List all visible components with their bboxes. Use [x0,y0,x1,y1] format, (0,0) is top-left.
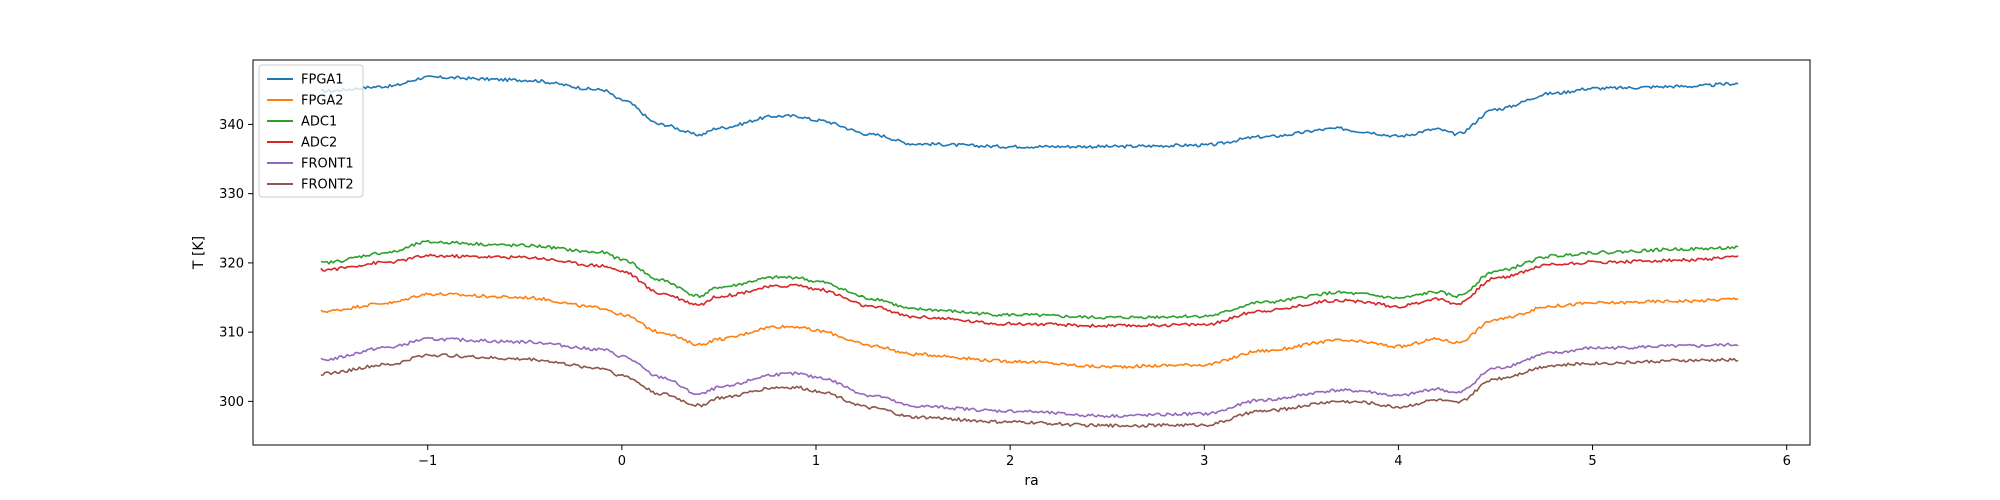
y-tick-label: 310 [219,326,244,341]
series-line-front2 [320,353,1739,428]
y-tick-label: 320 [219,256,244,271]
series-line-fpga1 [320,75,1739,149]
y-axis-label: T [K] [191,236,207,270]
x-axis: −1 0 1 2 3 4 5 6 [418,445,1791,469]
series-line-front1 [320,336,1739,419]
x-tick-label: 4 [1394,454,1402,469]
x-tick-label: −1 [418,454,437,469]
series-line-adc1 [320,239,1739,320]
x-tick-label: 1 [812,454,820,469]
x-axis-label: ra [1024,473,1038,489]
x-tick-label: 0 [618,454,626,469]
y-tick-label: 330 [219,187,244,202]
series-line-adc2 [320,253,1739,329]
x-tick-label: 6 [1783,454,1791,469]
legend-label-adc1: ADC1 [301,115,337,130]
x-tick-label: 3 [1200,454,1208,469]
series-line-fpga2 [320,292,1739,369]
x-tick-label: 2 [1006,454,1014,469]
legend-label-front1: FRONT1 [301,157,354,172]
x-tick-label: 5 [1588,454,1596,469]
legend-label-fpga1: FPGA1 [301,73,344,88]
y-tick-label: 340 [219,118,244,133]
legend: FPGA1 FPGA2 ADC1 ADC2 FRONT1 FRONT2 [258,64,364,198]
y-axis: 300 310 320 330 340 [219,118,253,410]
plot-area-frame [252,59,1811,446]
legend-label-front2: FRONT2 [301,178,354,193]
legend-label-fpga2: FPGA2 [301,94,344,109]
y-tick-label: 300 [219,395,244,410]
legend-label-adc2: ADC2 [301,136,337,151]
series-layer [320,75,1739,428]
